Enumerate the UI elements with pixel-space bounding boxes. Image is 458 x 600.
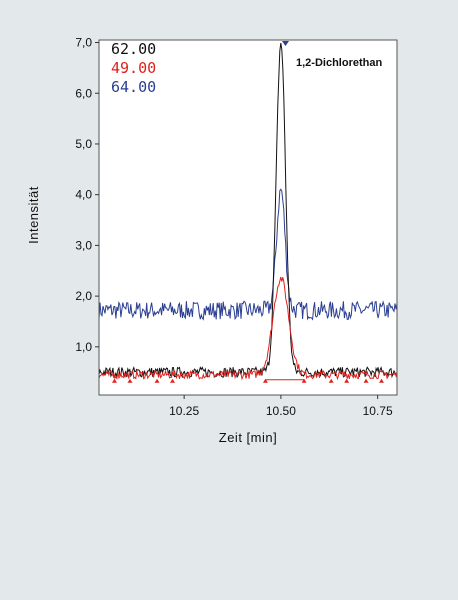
- integration-marker: [328, 378, 334, 383]
- plot-frame: [98, 39, 398, 396]
- integration-marker: [111, 378, 117, 383]
- integration-marker: [154, 378, 160, 383]
- legend-entry: 49.00: [111, 59, 156, 77]
- series-line: [98, 42, 398, 379]
- y-tick-label: 7,0: [75, 36, 92, 50]
- series-line: [98, 188, 398, 321]
- y-axis-title: Intensität: [26, 186, 41, 244]
- integration-baseline: [111, 378, 385, 383]
- integration-marker: [379, 378, 385, 383]
- x-axis: 10.25 10.50 10.75: [169, 395, 393, 418]
- peak-label: 1,2-Dichlorethan: [296, 57, 382, 69]
- integration-marker: [262, 378, 268, 383]
- traces: [98, 42, 398, 381]
- x-tick-label: 10.50: [266, 404, 296, 418]
- x-tick-label: 10.25: [169, 404, 199, 418]
- y-tick-label: 4,0: [75, 188, 92, 202]
- integration-marker: [363, 378, 369, 383]
- integration-marker: [127, 378, 133, 383]
- peak-marker: [282, 41, 289, 46]
- x-axis-title: Zeit [min]: [219, 430, 277, 445]
- legend-entry: 62.00: [111, 40, 156, 58]
- plot-background: [99, 40, 397, 395]
- integration-marker: [301, 378, 307, 383]
- y-tick-label: 5,0: [75, 137, 92, 151]
- y-tick-label: 2,0: [75, 289, 92, 303]
- x-tick-label: 10.75: [363, 404, 393, 418]
- integration-marker: [344, 378, 350, 383]
- series-line: [98, 276, 398, 381]
- y-tick-label: 6,0: [75, 86, 92, 100]
- y-axis: 1,0 2,0 3,0 4,0 5,0 6,0 7,0: [75, 36, 99, 354]
- legend-entry: 64.00: [111, 78, 156, 96]
- y-tick-label: 3,0: [75, 238, 92, 252]
- integration-marker: [170, 378, 176, 383]
- y-tick-label: 1,0: [75, 340, 92, 354]
